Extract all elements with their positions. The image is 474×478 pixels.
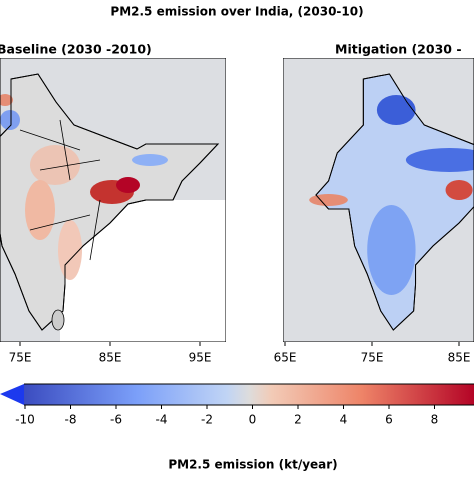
x-tick-label: 85E <box>448 351 471 365</box>
colorbar-tick-label: 0 <box>249 413 257 427</box>
map-baseline <box>0 58 226 342</box>
x-tick-label: 95E <box>189 351 212 365</box>
colorbar-tick-label: -4 <box>156 413 168 427</box>
x-tick-label: 85E <box>99 351 122 365</box>
colorbar-tick-label: 8 <box>431 413 439 427</box>
map-mitigation <box>283 58 474 342</box>
colorbar-tick-label: 6 <box>385 413 393 427</box>
colorbar-tick-label: -2 <box>201 413 213 427</box>
x-tick-label: 75E <box>9 351 32 365</box>
colorbar-tick-label: 4 <box>340 413 348 427</box>
figure-title: PM2.5 emission over India, (2030-10) <box>110 5 363 19</box>
colorbar-tick-label: -6 <box>110 413 122 427</box>
x-tick-label: 65E <box>274 351 297 365</box>
colorbar-label: PM2.5 emission (kt/year) <box>168 458 337 472</box>
colorbar-tick-label: -10 <box>15 413 35 427</box>
panel-title: Mitigation (2030 - <box>335 42 462 57</box>
colorbar <box>0 383 474 406</box>
colorbar-tick-label: -8 <box>65 413 77 427</box>
panel-title: Baseline (2030 -2010) <box>0 42 152 57</box>
x-tick-label: 75E <box>361 351 384 365</box>
colorbar-tick-label: 2 <box>294 413 302 427</box>
